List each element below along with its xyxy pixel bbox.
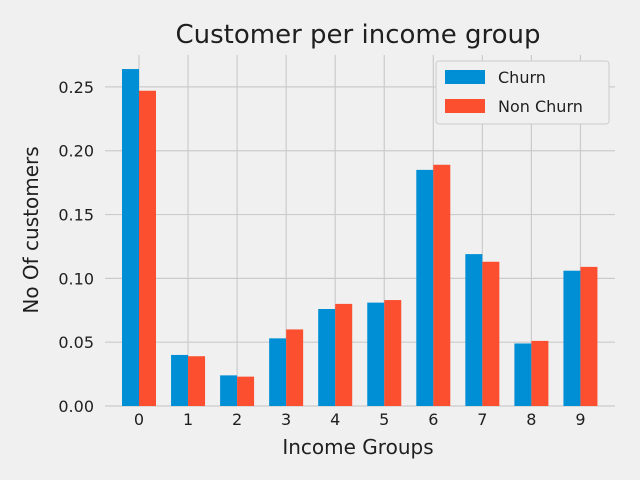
legend-label-non-churn: Non Churn: [498, 97, 583, 116]
y-tick-label: 0.25: [58, 78, 94, 97]
x-tick-labels: 0 1 2 3 4 5 6 7 8 9: [134, 410, 586, 429]
x-tick-label: 9: [575, 410, 585, 429]
bar-non-churn: [139, 90, 156, 406]
legend-swatch-non-churn: [445, 99, 485, 113]
x-tick-label: 7: [477, 410, 487, 429]
bar-churn: [220, 375, 238, 406]
x-tick-label: 8: [526, 410, 536, 429]
bar-churn: [465, 254, 483, 406]
bar-non-churn: [580, 266, 598, 406]
legend: Churn Non Churn: [435, 60, 610, 125]
x-tick-label: 4: [330, 410, 340, 429]
y-tick-label: 0.00: [58, 397, 94, 416]
x-tick-label: 5: [379, 410, 389, 429]
legend-swatch-churn: [445, 70, 485, 84]
y-tick-label: 0.05: [58, 333, 94, 352]
x-axis-label: Income Groups: [282, 435, 433, 459]
y-tick-label: 0.20: [58, 142, 94, 161]
chart-title: Customer per income group: [175, 20, 540, 50]
bar-churn: [171, 354, 189, 406]
y-axis-label: No Of customers: [19, 146, 43, 313]
y-tick-label: 0.15: [58, 206, 94, 225]
x-tick-label: 3: [281, 410, 291, 429]
x-tick-label: 1: [183, 410, 193, 429]
bar-churn: [367, 302, 385, 406]
y-tick-labels: 0.00 0.05 0.10 0.15 0.20 0.25: [58, 78, 94, 416]
legend-label-churn: Churn: [498, 68, 546, 87]
x-tick-label: 6: [428, 410, 438, 429]
bar-churn: [514, 343, 532, 406]
bar-churn: [318, 308, 336, 406]
bar-non-churn: [188, 356, 206, 406]
bar-non-churn: [433, 164, 451, 406]
x-tick-label: 0: [134, 410, 144, 429]
y-tick-label: 0.10: [58, 269, 94, 288]
bar-non-churn: [531, 340, 549, 406]
bar-non-churn: [335, 303, 353, 406]
x-tick-label: 2: [232, 410, 242, 429]
bar-churn: [122, 69, 139, 406]
bar-churn: [416, 169, 434, 406]
bar-non-churn: [286, 329, 304, 406]
bar-churn: [563, 270, 581, 406]
bar-non-churn: [384, 300, 402, 406]
bars: [122, 69, 598, 406]
bar-churn: [269, 338, 287, 406]
bar-non-churn: [237, 376, 255, 406]
bar-non-churn: [482, 261, 500, 406]
